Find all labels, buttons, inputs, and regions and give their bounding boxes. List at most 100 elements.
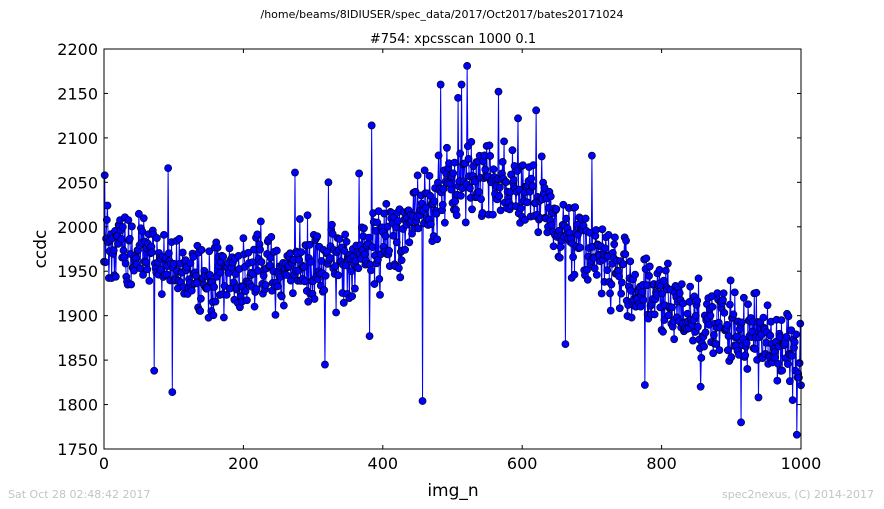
data-point bbox=[464, 155, 473, 163]
data-point bbox=[581, 214, 590, 223]
data-point bbox=[532, 106, 541, 115]
data-point bbox=[782, 333, 791, 341]
data-point bbox=[719, 289, 728, 298]
data-point bbox=[100, 171, 109, 180]
data-point bbox=[697, 353, 706, 362]
data-point bbox=[744, 300, 752, 309]
data-point bbox=[252, 285, 261, 293]
data-point bbox=[300, 262, 308, 271]
data-point bbox=[375, 275, 384, 283]
data-point bbox=[663, 259, 672, 268]
data-point bbox=[203, 284, 212, 293]
series-layer bbox=[100, 61, 805, 439]
data-point bbox=[257, 258, 266, 266]
data-point bbox=[241, 287, 250, 296]
chart-title: #754: xpcsscan 1000 0.1 bbox=[370, 32, 536, 47]
data-point bbox=[645, 272, 653, 280]
data-point bbox=[256, 217, 265, 226]
data-point bbox=[723, 346, 732, 355]
data-point bbox=[606, 289, 614, 298]
data-point bbox=[341, 230, 350, 239]
data-point bbox=[603, 266, 612, 275]
data-point bbox=[325, 254, 334, 262]
data-point bbox=[117, 235, 126, 243]
data-point bbox=[730, 288, 739, 297]
data-point bbox=[636, 302, 645, 311]
data-point bbox=[118, 223, 127, 231]
data-point bbox=[792, 330, 801, 339]
data-point bbox=[430, 197, 439, 206]
data-point bbox=[685, 297, 694, 306]
data-point bbox=[709, 331, 718, 339]
data-point bbox=[726, 300, 734, 309]
data-point bbox=[443, 143, 451, 152]
data-point bbox=[621, 250, 630, 259]
data-point bbox=[310, 295, 319, 303]
data-point bbox=[365, 332, 374, 341]
data-point bbox=[724, 332, 733, 340]
data-point bbox=[617, 278, 626, 287]
data-point bbox=[709, 349, 718, 358]
data-point bbox=[239, 234, 248, 243]
data-point bbox=[370, 280, 379, 288]
data-point bbox=[516, 204, 525, 213]
data-point bbox=[156, 265, 165, 274]
data-point bbox=[211, 297, 220, 306]
data-point bbox=[307, 257, 315, 266]
data-point bbox=[250, 302, 259, 311]
data-point bbox=[785, 377, 794, 386]
data-point bbox=[160, 231, 168, 239]
data-point bbox=[562, 214, 571, 223]
data-point bbox=[313, 232, 322, 241]
data-point bbox=[273, 282, 282, 291]
y-tick-label: 2100 bbox=[57, 129, 98, 148]
data-point bbox=[661, 266, 670, 275]
x-tick-label: 200 bbox=[228, 454, 259, 473]
data-point bbox=[461, 218, 470, 227]
data-point bbox=[150, 366, 159, 375]
data-point bbox=[125, 234, 134, 243]
x-tick-label: 600 bbox=[507, 454, 538, 473]
data-point bbox=[164, 249, 173, 258]
data-point bbox=[205, 247, 214, 256]
data-point bbox=[715, 346, 724, 354]
data-point bbox=[477, 195, 485, 203]
data-point bbox=[438, 200, 447, 209]
data-point bbox=[351, 284, 359, 293]
data-point bbox=[381, 232, 390, 241]
y-tick-label: 1850 bbox=[57, 351, 98, 370]
data-point bbox=[127, 222, 136, 231]
data-point bbox=[396, 273, 405, 282]
data-point bbox=[266, 253, 275, 262]
data-point bbox=[486, 152, 495, 160]
data-point bbox=[426, 191, 435, 200]
y-tick-label: 1900 bbox=[57, 307, 98, 326]
data-point bbox=[720, 309, 729, 317]
data-point bbox=[376, 290, 384, 299]
data-point bbox=[588, 151, 596, 160]
data-point bbox=[529, 161, 538, 170]
data-point bbox=[659, 276, 668, 285]
data-point bbox=[168, 388, 177, 397]
data-point bbox=[729, 310, 738, 319]
data-point bbox=[489, 165, 498, 174]
data-point bbox=[583, 265, 591, 274]
data-point bbox=[677, 280, 686, 288]
data-point bbox=[502, 178, 511, 186]
data-point bbox=[693, 296, 702, 305]
data-point bbox=[514, 114, 522, 123]
data-point bbox=[434, 151, 443, 160]
data-point bbox=[360, 224, 368, 233]
data-point bbox=[139, 214, 148, 223]
data-point bbox=[360, 250, 369, 259]
data-point bbox=[610, 240, 619, 249]
data-point bbox=[331, 262, 340, 271]
data-point bbox=[401, 245, 409, 254]
data-point bbox=[145, 276, 154, 285]
footer-timestamp: Sat Oct 28 02:48:42 2017 bbox=[8, 488, 151, 501]
data-point bbox=[382, 200, 391, 208]
data-point bbox=[748, 327, 757, 336]
data-point bbox=[456, 191, 465, 200]
data-point bbox=[693, 322, 702, 331]
data-point bbox=[364, 233, 373, 242]
